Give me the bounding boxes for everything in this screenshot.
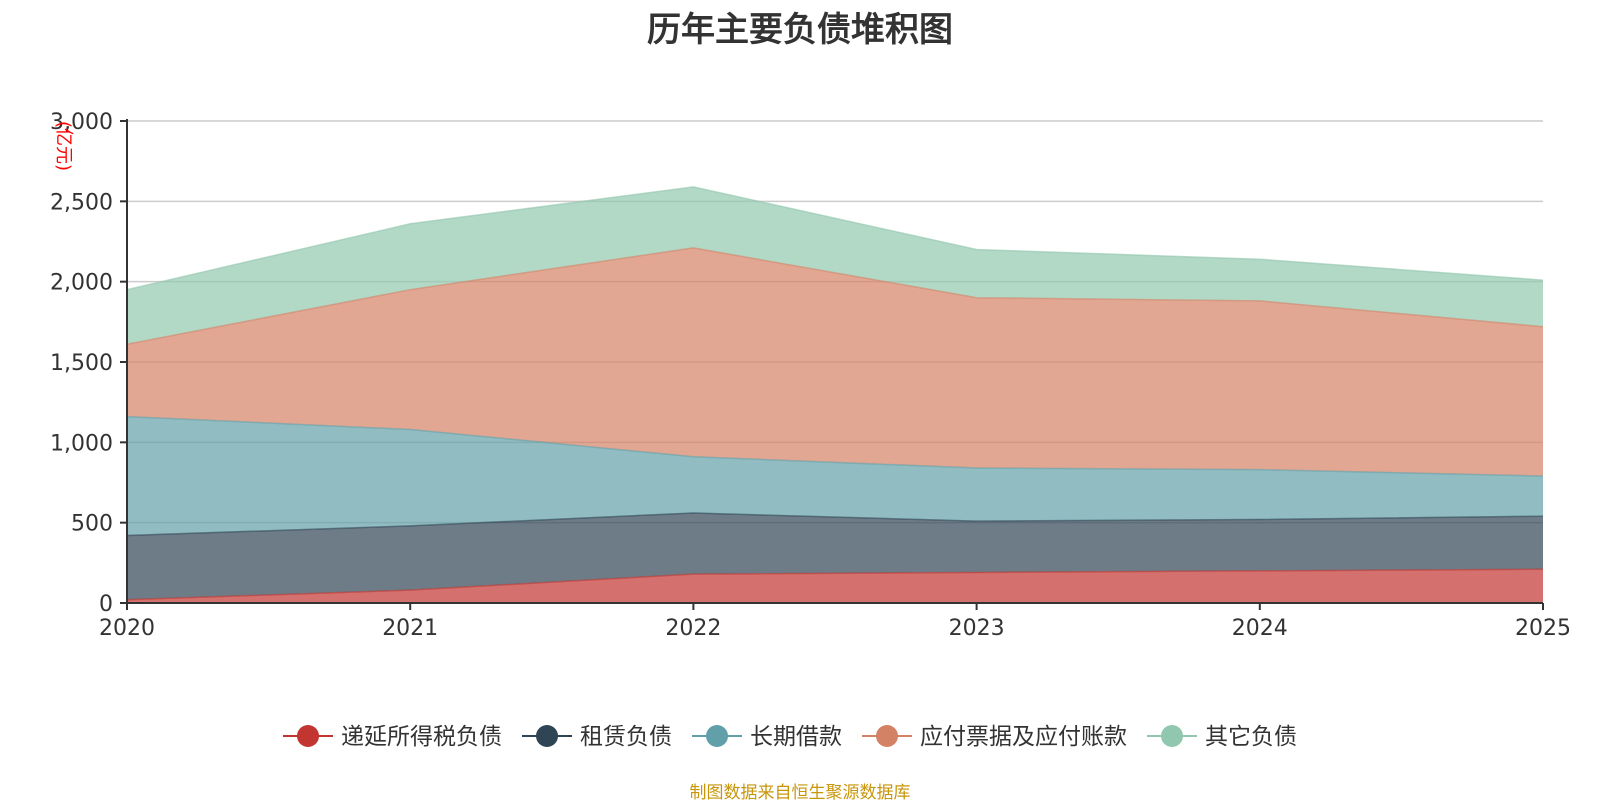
legend-marker-0 <box>297 725 319 747</box>
y-tick-label-5: 2,500 <box>50 190 113 215</box>
legend-label-2: 长期借款 <box>750 724 842 750</box>
x-tick-label-3: 2023 <box>949 616 1005 641</box>
y-unit-label: (亿元) <box>53 121 74 171</box>
y-tick-label-2: 1,000 <box>50 431 113 456</box>
x-tick-label-4: 2024 <box>1232 616 1288 641</box>
line-series-1 <box>126 512 1544 537</box>
legend-label-0: 递延所得税负债 <box>341 724 502 750</box>
legend-marker-1 <box>536 725 558 747</box>
x-tick-label-2: 2022 <box>665 616 721 641</box>
legend-marker-2 <box>706 725 728 747</box>
area-series-0 <box>127 569 1543 603</box>
legend-item-0[interactable]: 递延所得税负债 <box>283 724 502 750</box>
legend-item-3[interactable]: 应付票据及应付账款 <box>862 724 1127 750</box>
area-series-3 <box>127 247 1543 477</box>
y-tick-label-0: 0 <box>99 592 113 617</box>
legend-item-2[interactable]: 长期借款 <box>692 724 842 750</box>
line-series-0 <box>126 568 1544 601</box>
y-tick-label-3: 1,500 <box>50 351 113 376</box>
legend-label-4: 其它负债 <box>1205 724 1297 750</box>
legend-label-1: 租赁负债 <box>580 724 672 750</box>
area-series-2 <box>127 416 1543 536</box>
legend-marker-4 <box>1161 725 1183 747</box>
line-series-2 <box>126 415 1544 477</box>
area-series-1 <box>127 513 1543 600</box>
x-tick-label-0: 2020 <box>99 616 155 641</box>
y-tick-label-6: 3,000 <box>50 110 113 135</box>
area-series-4 <box>127 186 1543 345</box>
source-note: 制图数据来自恒生聚源数据库 <box>689 783 911 800</box>
line-series-4 <box>126 186 1544 291</box>
legend-marker-3 <box>876 725 898 747</box>
x-tick-label-5: 2025 <box>1515 616 1571 641</box>
line-series-3 <box>126 247 1544 346</box>
chart-title: 历年主要负债堆积图 <box>647 10 953 50</box>
legend-item-1[interactable]: 租赁负债 <box>522 724 672 750</box>
y-tick-label-1: 500 <box>71 512 113 537</box>
legend-item-4[interactable]: 其它负债 <box>1147 724 1297 750</box>
y-tick-label-4: 2,000 <box>50 271 113 296</box>
x-tick-label-1: 2021 <box>382 616 438 641</box>
legend-label-3: 应付票据及应付账款 <box>920 724 1127 750</box>
